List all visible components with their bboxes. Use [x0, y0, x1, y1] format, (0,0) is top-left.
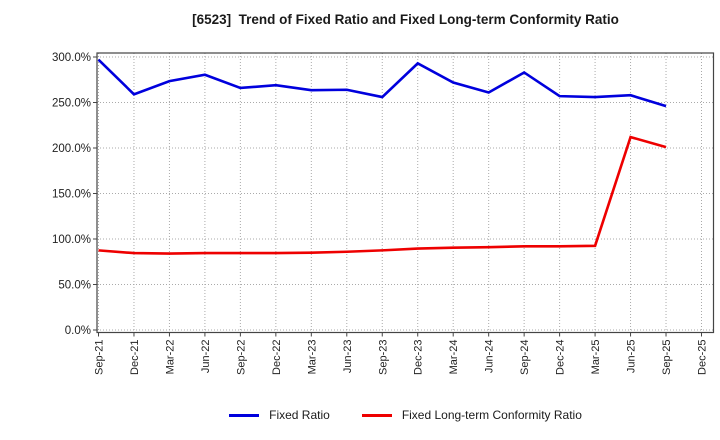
legend-item-fixed-long-term-conformity-ratio: Fixed Long-term Conformity Ratio [361, 408, 582, 422]
legend-line-swatch-blue [229, 413, 260, 417]
legend-line-swatch-red [361, 413, 392, 417]
x-tick-label: Sep-25 [661, 340, 673, 375]
legend-label-fixed-long-term-conformity-ratio: Fixed Long-term Conformity Ratio [401, 408, 582, 422]
x-tick-label: Dec-21 [129, 340, 141, 375]
x-tick-label: Dec-22 [271, 340, 283, 375]
x-tick-label: Sep-23 [377, 340, 389, 375]
y-tick-label: 100.0% [52, 234, 91, 246]
x-tick-label: Mar-22 [164, 340, 176, 375]
x-tick-label: Dec-24 [555, 340, 567, 375]
x-tick-label: Mar-23 [306, 340, 318, 375]
x-tick-label: Mar-25 [590, 340, 602, 375]
legend-label-fixed-ratio: Fixed Ratio [269, 408, 330, 422]
x-tick-label: Jun-22 [200, 340, 212, 374]
series-line-fixed-ratio [97, 58, 667, 108]
x-tick-label: Dec-25 [696, 340, 708, 375]
y-tick-label: 0.0% [65, 325, 91, 337]
y-tick-label: 50.0% [58, 280, 91, 292]
x-tick-label: Sep-24 [519, 340, 531, 375]
legend-item-fixed-ratio: Fixed Ratio [229, 408, 330, 422]
x-tick-label: Jun-24 [484, 340, 496, 374]
x-tick-label: Dec-23 [413, 340, 425, 375]
y-tick-label: 150.0% [52, 189, 91, 201]
plot-frame [96, 52, 715, 334]
series-line-fixed-long-term-conformity-ratio [98, 135, 667, 255]
x-tick-label: Mar-24 [448, 340, 460, 375]
chart-title: [6523] Trend of Fixed Ratio and Fixed Lo… [192, 12, 619, 27]
x-tick-label: Sep-22 [235, 340, 247, 375]
x-tick-label: Jun-23 [342, 340, 354, 374]
y-tick-label: 250.0% [52, 98, 91, 110]
y-tick-label: 200.0% [52, 143, 91, 155]
x-tick-label: Sep-21 [94, 340, 106, 375]
x-tick-label: Jun-25 [626, 340, 638, 374]
y-tick-label: 300.0% [52, 52, 91, 64]
legend: Fixed Ratio Fixed Long-term Conformity R… [97, 401, 714, 429]
